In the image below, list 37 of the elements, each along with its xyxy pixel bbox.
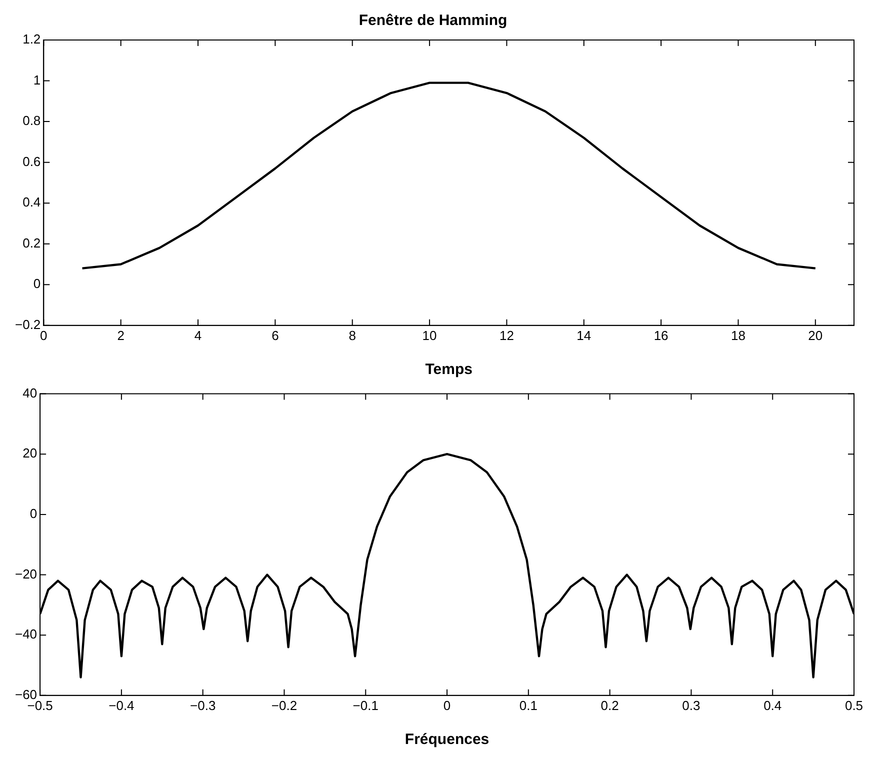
- x-tick-label: 10: [422, 328, 437, 343]
- x-tick-label: 4: [194, 328, 202, 343]
- x-tick-label: 20: [808, 328, 823, 343]
- x-tick-label: 18: [731, 328, 746, 343]
- x-axis-title: Temps: [425, 361, 472, 378]
- y-tick-label: 0: [33, 276, 41, 292]
- y-tick-label: −40: [14, 626, 38, 642]
- x-tick-label: −0.1: [352, 698, 378, 713]
- y-tick-label: 0.2: [22, 235, 41, 250]
- x-tick-label: 16: [654, 328, 668, 343]
- y-tick-label: −0.2: [14, 316, 41, 332]
- x-tick-label: 0.2: [600, 698, 619, 713]
- y-tick-label: 0.4: [22, 194, 41, 210]
- x-tick-label: 0: [443, 698, 451, 713]
- x-tick-label: 12: [499, 328, 514, 343]
- y-tick-label: 1: [33, 72, 41, 88]
- x-tick-label: 6: [272, 328, 279, 343]
- y-tick-label: 0.8: [22, 113, 41, 128]
- x-tick-label: −0.4: [108, 698, 134, 713]
- y-tick-label: 20: [22, 446, 38, 461]
- y-tick-label: −60: [14, 686, 38, 702]
- x-tick-label: −0.2: [271, 698, 298, 713]
- y-tick-label: 0: [30, 506, 38, 522]
- x-tick-label: −0.3: [190, 698, 216, 713]
- x-tick-label: 14: [576, 328, 592, 343]
- x-tick-label: 8: [348, 328, 356, 343]
- y-tick-label: 0.6: [22, 154, 41, 169]
- y-tick-label: −20: [14, 566, 38, 582]
- x-tick-label: 2: [117, 328, 124, 343]
- x-tick-label: 0.5: [844, 698, 864, 713]
- x-tick-label: 0.1: [519, 698, 538, 713]
- x-axis-title: Fréquences: [404, 731, 490, 748]
- y-tick-label: 40: [22, 385, 38, 400]
- x-tick-label: 0.3: [682, 698, 700, 713]
- x-tick-label: 0.4: [764, 698, 782, 713]
- chart-title: Fenêtre de Hamming: [358, 12, 508, 30]
- y-tick-label: 1.2: [22, 32, 41, 47]
